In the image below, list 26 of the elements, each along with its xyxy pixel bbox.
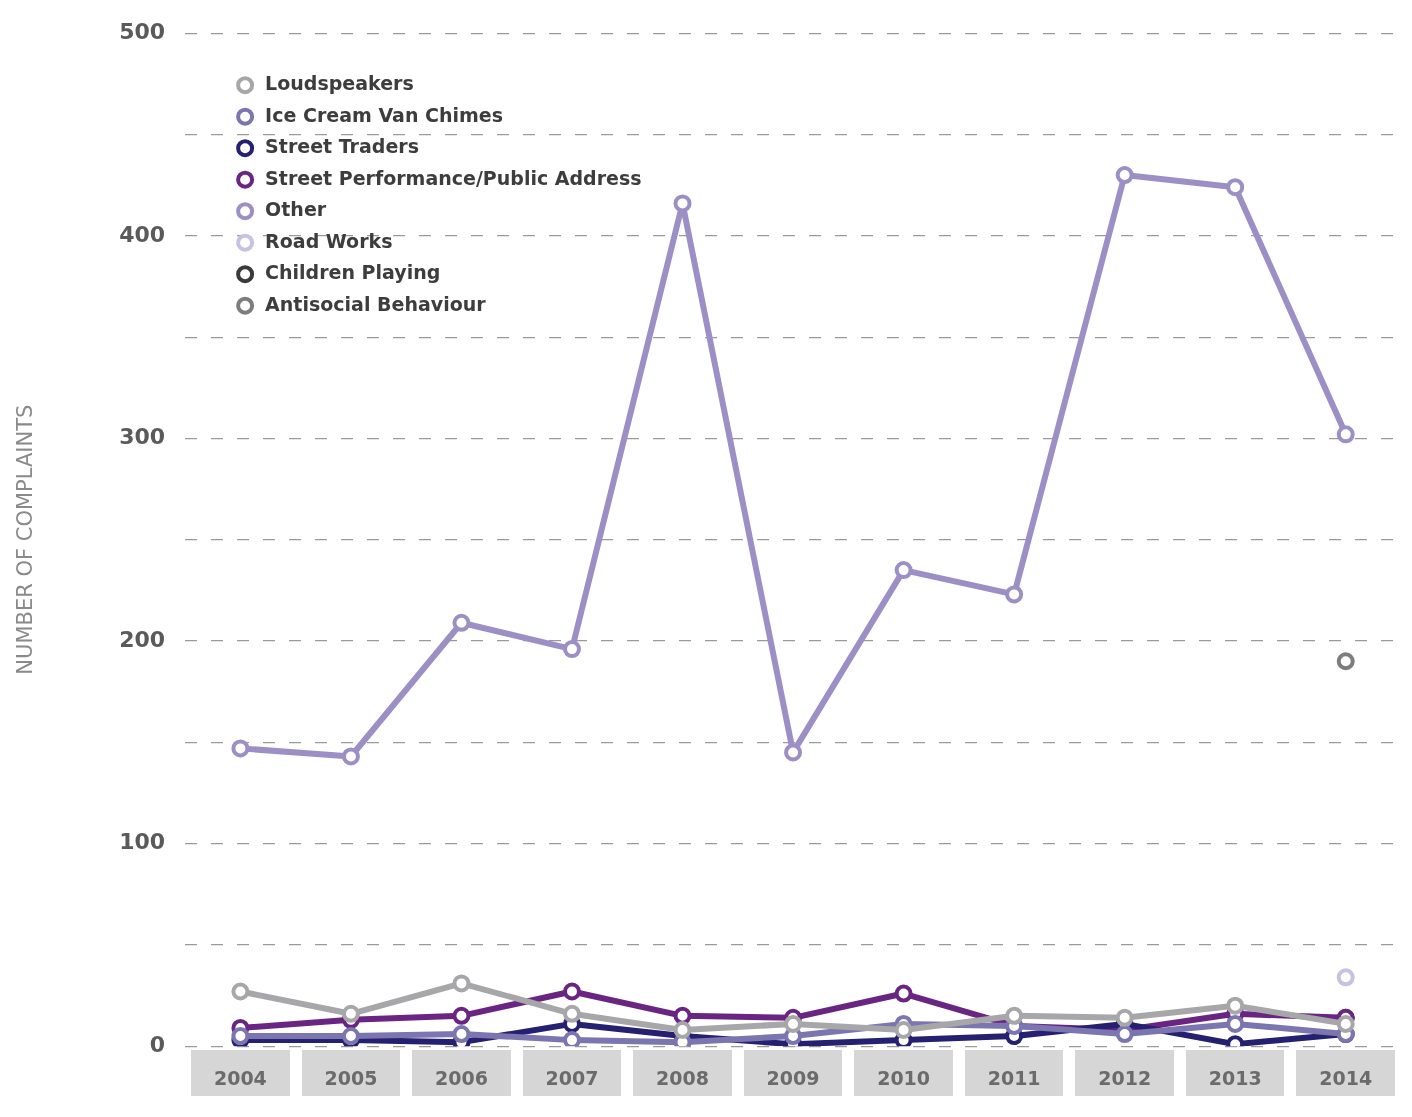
y-tick-label: 0 xyxy=(149,1031,166,1057)
legend-label: Antisocial Behaviour xyxy=(265,292,487,315)
y-tick-label: 400 xyxy=(119,221,166,247)
legend-label: Loudspeakers xyxy=(265,72,414,95)
x-tick-label: 2011 xyxy=(987,1066,1041,1089)
x-tick-label: 2009 xyxy=(766,1066,820,1089)
legend-label: Ice Cream Van Chimes xyxy=(265,103,503,126)
y-axis-title: NUMBER OF COMPLAINTS xyxy=(13,404,38,675)
x-tick-label: 2006 xyxy=(435,1066,488,1089)
x-tick-label: 2004 xyxy=(213,1066,267,1089)
legend-label: Children Playing xyxy=(265,261,441,284)
x-tick-label: 2007 xyxy=(545,1066,599,1089)
x-tick-label: 2005 xyxy=(324,1066,378,1089)
x-tick-label: 2014 xyxy=(1319,1066,1373,1089)
y-tick-label: 200 xyxy=(119,626,166,652)
legend-label: Road Works xyxy=(265,229,393,252)
x-tick-label: 2012 xyxy=(1098,1066,1152,1089)
y-tick-label: 500 xyxy=(119,18,166,44)
y-tick-label: 300 xyxy=(119,424,166,450)
x-tick-label: 2008 xyxy=(656,1066,709,1089)
legend-label: Street Performance/Public Address xyxy=(265,166,642,189)
legend-label: Other xyxy=(265,198,327,221)
y-tick-label: 100 xyxy=(119,829,166,855)
legend-label: Street Traders xyxy=(265,135,419,158)
x-tick-label: 2010 xyxy=(877,1066,931,1089)
x-tick-label: 2013 xyxy=(1208,1066,1262,1089)
